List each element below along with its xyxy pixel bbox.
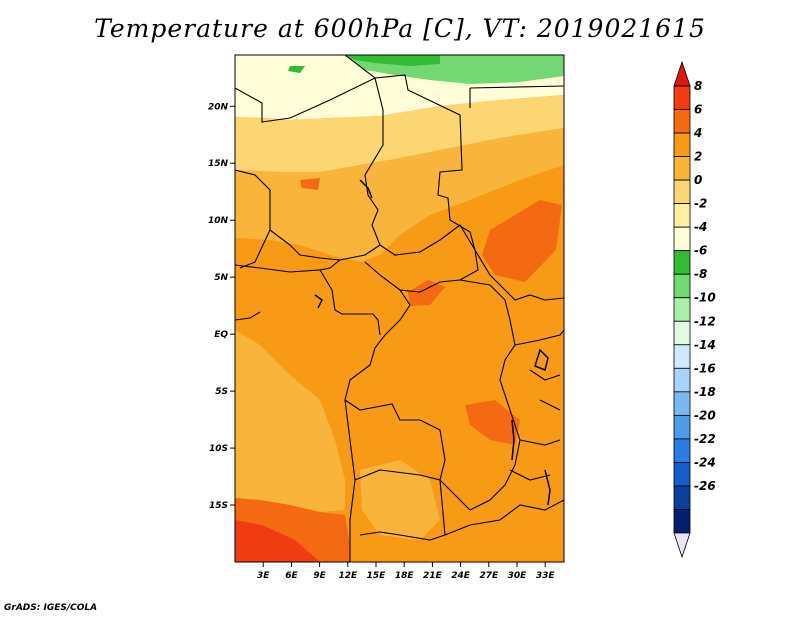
colorbar-box: [673, 344, 691, 369]
colorbar-box: [673, 179, 691, 205]
lon-label: 18E: [395, 571, 415, 581]
colorbar-top-triangle: [673, 60, 691, 87]
grads-credit: GrADS: IGES/COLA: [4, 603, 98, 613]
lat-label: EQ: [214, 330, 228, 340]
bioko-island: [314, 294, 323, 309]
colorbar-box: [673, 509, 691, 534]
lakes-outline: [314, 179, 551, 506]
temperature-field: [235, 55, 564, 562]
colorbar-label: -14: [694, 338, 716, 352]
colorbar-box: [673, 485, 691, 510]
field-band-minus6-minus4: [345, 55, 440, 66]
lon-label: 21E: [423, 571, 443, 581]
colorbar-box: [673, 320, 691, 346]
border-cameroon: [235, 264, 381, 336]
colorbar-label: -26: [694, 479, 716, 493]
colorbar-box: [673, 297, 691, 322]
colorbar-label: -6: [694, 244, 707, 258]
colorbar-box: [673, 203, 691, 228]
lon-label: 33E: [536, 571, 556, 581]
colorbar-label: 8: [694, 79, 702, 93]
lake-malawi: [544, 469, 551, 506]
colorbar-labels: 8 6 4 2 0 -2 -4 -6 -8 -10 -12 -14 -16 -18 -20 -22 -24 -26: [693, 79, 716, 493]
colorbar-label: -22: [694, 432, 716, 446]
border-libya-egypt: [469, 85, 564, 108]
colorbar-box: [673, 132, 691, 157]
border-nigeria-south: [269, 229, 341, 261]
lat-label: 5N: [214, 273, 228, 283]
field-band-0-2-south: [360, 460, 440, 540]
lake-tanganyika: [511, 419, 515, 461]
map-frame: [234, 54, 565, 563]
lon-label: 3E: [257, 571, 270, 581]
lat-label: 20N: [208, 102, 229, 112]
field-band-6-8: [235, 520, 320, 562]
colorbar-label: -8: [694, 267, 707, 281]
colorbar-label: 6: [694, 103, 702, 117]
lat-labels: 20N 15N 10N 5N EQ 5S 10S 15S: [208, 102, 235, 511]
lon-label: 27E: [479, 571, 499, 581]
field-band-2-4-sahel: [235, 165, 564, 285]
field-green-patch: [288, 66, 305, 73]
colorbar-label: 4: [693, 126, 702, 140]
colorbar-box: [673, 391, 691, 416]
border-gulf: [235, 311, 261, 321]
lake-victoria: [534, 348, 549, 372]
colorbar-label: -18: [694, 385, 716, 399]
field-band-minus2-0: [235, 95, 564, 172]
colorbar-label: -10: [694, 291, 716, 305]
colorbar-box: [673, 438, 691, 463]
border-west: [235, 169, 271, 269]
colorbar-box: [673, 367, 691, 393]
lat-label: 15N: [208, 159, 229, 169]
colorbar-label: -12: [694, 314, 716, 328]
field-band-0-2-southwest: [235, 330, 345, 512]
colorbar-label: 2: [694, 150, 702, 164]
colorbar-label: -4: [694, 220, 707, 234]
colorbar-box: [673, 85, 691, 110]
country-borders: [235, 55, 564, 562]
colorbar-box: [673, 414, 691, 440]
lat-label: 10S: [209, 444, 228, 454]
colorbar-box: [673, 273, 691, 299]
field-warm-patch-car: [408, 280, 445, 306]
field-warm-patch-lake: [465, 400, 520, 445]
colorbar-label: -20: [694, 408, 716, 422]
lat-label: 15S: [209, 501, 228, 511]
colorbar-box: [673, 226, 691, 252]
field-warm-patch-sudan: [482, 200, 562, 282]
lake-chad: [359, 179, 373, 199]
colorbar-box: [673, 156, 691, 181]
colorbar-bottom-triangle: [673, 532, 691, 559]
field-band-0-2-north: [235, 128, 564, 262]
colorbar-boxes: [673, 60, 691, 559]
lon-label: 15E: [367, 571, 387, 581]
lat-label: 10N: [208, 216, 229, 226]
lon-label: 12E: [338, 571, 358, 581]
border-drc: [344, 289, 471, 511]
lon-label: 6E: [285, 571, 298, 581]
lon-label: 30E: [508, 571, 528, 581]
border-east-drc: [459, 279, 521, 511]
lat-label: 5S: [215, 387, 228, 397]
border-east: [509, 329, 564, 481]
border-zambia-south: [444, 499, 564, 536]
lon-label: 24E: [451, 571, 471, 581]
colorbar-label: -16: [694, 361, 716, 375]
colorbar-label: -24: [694, 455, 716, 469]
colorbar-label: -2: [694, 197, 707, 211]
lon-label: 9E: [313, 571, 326, 581]
colorbar-box: [673, 462, 691, 487]
chart-title: Temperature at 600hPa [C], VT: 201902161…: [94, 14, 706, 43]
border-north: [235, 74, 564, 301]
colorbar-box: [673, 109, 691, 134]
lon-labels: 3E 6E 9E 12E 15E 18E 21E 24E 27E 30E 33E: [257, 562, 555, 581]
colorbar-label: 0: [694, 173, 702, 187]
field-warm-patch-north: [300, 178, 320, 190]
colorbar-box: [673, 250, 691, 275]
